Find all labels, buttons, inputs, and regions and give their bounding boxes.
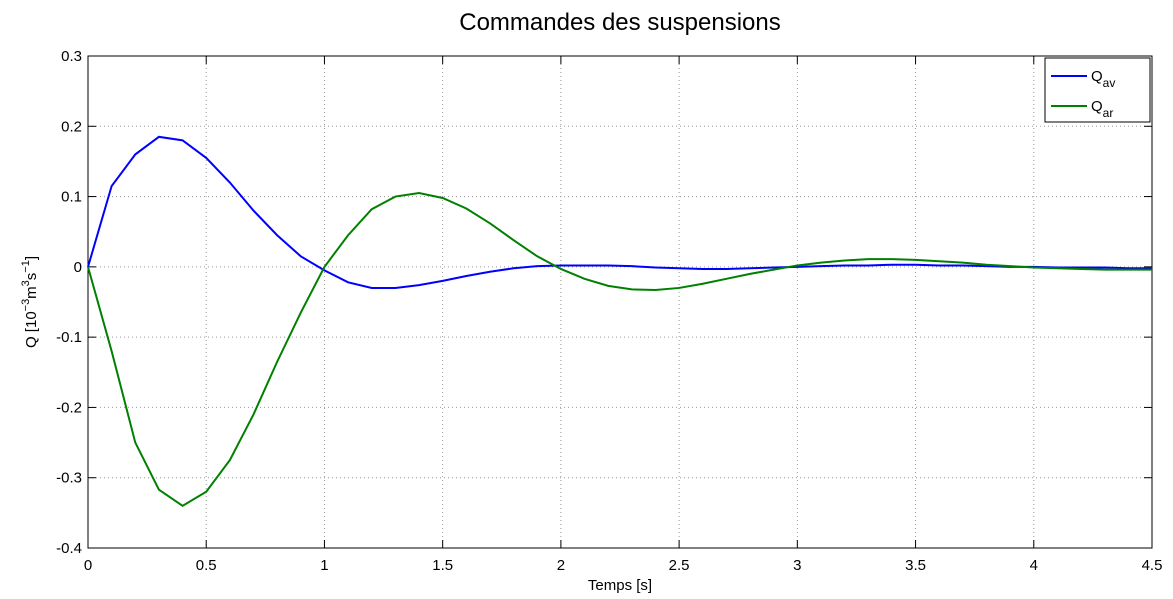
x-tick-label: 2	[557, 557, 565, 574]
y-tick-label: -0.3	[56, 470, 82, 487]
legend-label: Qav	[1091, 68, 1115, 90]
legend-label-sub: av	[1103, 76, 1116, 90]
x-tick-label: 2.5	[669, 557, 690, 574]
data-line	[87, 192, 1152, 508]
y-axis-label-part: −3	[20, 299, 32, 312]
data-line	[87, 135, 1152, 289]
y-tick-label: 0.1	[61, 189, 82, 206]
x-tick-label: 0	[84, 557, 92, 574]
x-tick-label: 1.5	[432, 557, 453, 574]
legend-label-main: Q	[1091, 98, 1103, 115]
x-tick-label: 0.5	[196, 557, 217, 574]
legend-label-main: Q	[1091, 68, 1103, 85]
y-axis-label: Q [10−3m3s−1]	[20, 256, 40, 348]
y-axis-label-part: m	[23, 286, 40, 299]
y-axis-label-part: s	[23, 273, 40, 281]
y-tick-label: -0.1	[56, 329, 82, 346]
x-tick-label: 3.5	[905, 557, 926, 574]
y-tick-label: -0.4	[56, 540, 82, 557]
y-axis-label-part: Q [10	[23, 311, 40, 348]
y-axis-label-part: −1	[20, 260, 32, 273]
x-axis-label: Temps [s]	[588, 577, 652, 594]
x-tick-label: 4.5	[1142, 557, 1163, 574]
y-tick-label: -0.2	[56, 399, 82, 416]
legend-label-sub: ar	[1103, 106, 1114, 120]
plot-frame	[87, 55, 1153, 549]
y-tick-label: 0.3	[61, 48, 82, 65]
x-tick-label: 3	[793, 557, 801, 574]
y-axis-label-part: 3	[20, 280, 32, 286]
x-tick-label: 4	[1030, 557, 1038, 574]
y-tick-label: 0.2	[61, 118, 82, 135]
y-tick-label: 0	[74, 259, 82, 276]
chart-title: Commandes des suspensions	[459, 9, 781, 36]
legend-label: Qar	[1091, 98, 1113, 120]
legend-box	[1044, 57, 1151, 123]
x-tick-label: 1	[320, 557, 328, 574]
y-axis-label-part: ]	[23, 256, 40, 260]
